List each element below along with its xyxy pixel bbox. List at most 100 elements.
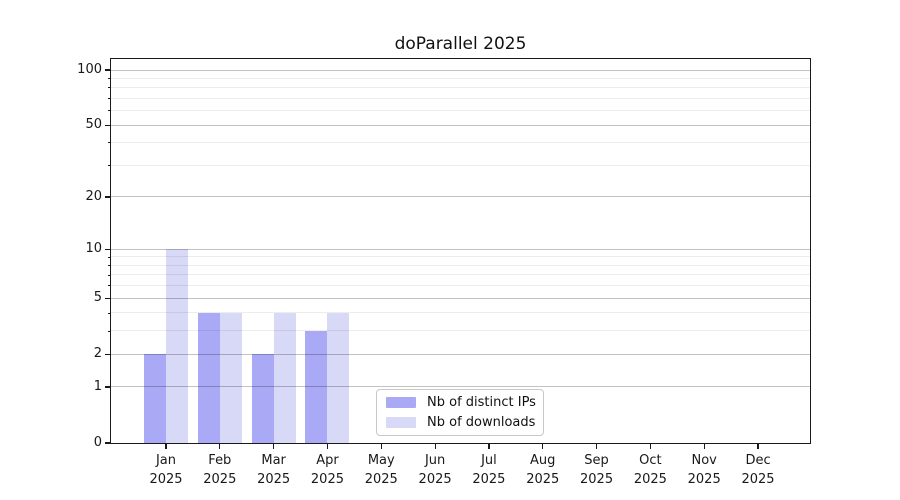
x-tick-mark [595,443,598,449]
bar-downloads [327,312,350,443]
y-tick-label: 100 [77,62,102,77]
x-tick-year: 2025 [741,472,775,487]
x-tick-label: Jun 2025 [407,451,463,489]
x-tick-month: Nov [691,453,717,468]
x-tick-month: May [367,453,395,468]
bar-distinct-ips [305,330,328,443]
plot-area [111,59,810,443]
y-tick-label: 2 [93,346,102,362]
y-gridline-minor [111,164,810,166]
y-minor-tick-mark [107,78,111,79]
y-gridline-major [111,248,810,250]
y-gridline-minor [111,264,810,266]
y-gridline-minor [111,330,810,332]
x-tick-year: 2025 [364,472,398,487]
y-gridline-minor [111,285,810,287]
x-tick-label: Jan 2025 [138,451,194,489]
x-tick-month: Feb [208,453,232,468]
x-tick-label: Sep 2025 [569,451,625,489]
x-tick-year: 2025 [580,472,614,487]
y-tick-label: 20 [85,188,102,204]
y-tick-label: 0 [93,435,102,450]
y-gridline-minor [111,274,810,276]
y-gridline-minor [111,97,810,99]
y-gridline-major [111,297,810,299]
x-tick-label: Oct 2025 [622,451,678,489]
y-gridline-major [111,196,810,198]
x-tick-mark [649,443,651,449]
legend-label-distinct-ips: Nb of distinct IPs [427,395,536,410]
bar-downloads [166,249,188,443]
x-tick-mark [273,443,275,449]
x-tick-year: 2025 [418,472,452,487]
x-tick-month: Sep [584,453,609,468]
x-tick-year: 2025 [687,472,721,487]
y-tick-mark [105,124,111,126]
x-tick-month: Jul [481,453,497,468]
x-tick-label: May 2025 [353,451,409,489]
y-minor-tick-mark [107,274,111,276]
y-tick-mark [105,248,111,250]
x-tick-mark [488,443,490,449]
x-tick-label: Dec 2025 [730,451,786,489]
x-tick-month: Dec [745,453,771,468]
x-tick-month: Oct [639,453,662,468]
x-tick-year: 2025 [310,472,344,487]
major-gridlines-layer [111,59,810,443]
y-minor-tick-mark [107,312,111,314]
x-tick-mark [542,443,544,449]
y-tick-mark [105,442,111,444]
legend-item-distinct-ips: Nb of distinct IPs [377,394,543,412]
y-minor-tick-mark [107,142,111,144]
y-minor-tick-mark [107,285,111,287]
x-tick-label: Feb 2025 [192,451,248,489]
bar-distinct-ips [144,354,166,443]
bar-distinct-ips [197,312,220,443]
x-tick-month: Jan [155,453,177,468]
y-gridline-major [111,386,810,388]
x-tick-year: 2025 [203,472,237,487]
y-tick-mark [105,353,111,355]
x-tick-mark [219,443,221,449]
y-gridline-minor [111,87,810,89]
y-tick-mark [105,196,111,198]
legend-swatch-downloads [386,417,416,428]
y-minor-tick-mark [107,256,111,258]
x-tick-mark [757,443,759,449]
x-tick-year: 2025 [257,472,291,487]
y-gridline-minor [111,312,810,314]
x-tick-year: 2025 [633,472,667,487]
y-minor-tick-mark [107,98,111,99]
x-tick-label: Jul 2025 [461,451,517,489]
y-minor-tick-mark [107,265,111,266]
x-tick-mark [703,443,705,449]
legend-swatch-distinct-ips [386,397,416,408]
chart-title: doParallel 2025 [394,34,527,54]
bars-layer [111,59,810,443]
x-tick-year: 2025 [149,472,183,487]
x-tick-mark [434,443,436,449]
x-tick-mark [165,443,167,449]
y-gridline-major [111,353,810,355]
bar-downloads [273,312,296,443]
y-tick-mark [105,297,111,299]
y-gridline-minor [111,110,810,112]
bar-downloads [219,312,242,443]
x-tick-label: Nov 2025 [676,451,732,489]
x-tick-label: Aug 2025 [515,451,571,489]
x-tick-label: Apr 2025 [299,451,355,489]
y-tick-label: 5 [93,290,102,306]
y-minor-tick-mark [107,87,111,89]
x-tick-label: Mar 2025 [246,451,302,489]
y-tick-label: 1 [93,378,102,394]
bar-distinct-ips [251,354,274,443]
y-minor-tick-mark [107,110,111,112]
x-tick-mark [380,443,382,449]
y-minor-tick-mark [107,330,111,332]
x-tick-year: 2025 [472,472,506,487]
y-tick-mark [105,69,111,71]
legend: Nb of distinct IPs Nb of downloads [376,389,544,436]
x-tick-mark [326,443,329,449]
x-tick-month: Mar [261,453,286,468]
